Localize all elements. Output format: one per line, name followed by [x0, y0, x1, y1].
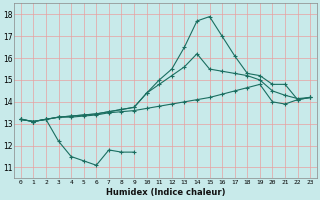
- X-axis label: Humidex (Indice chaleur): Humidex (Indice chaleur): [106, 188, 225, 197]
